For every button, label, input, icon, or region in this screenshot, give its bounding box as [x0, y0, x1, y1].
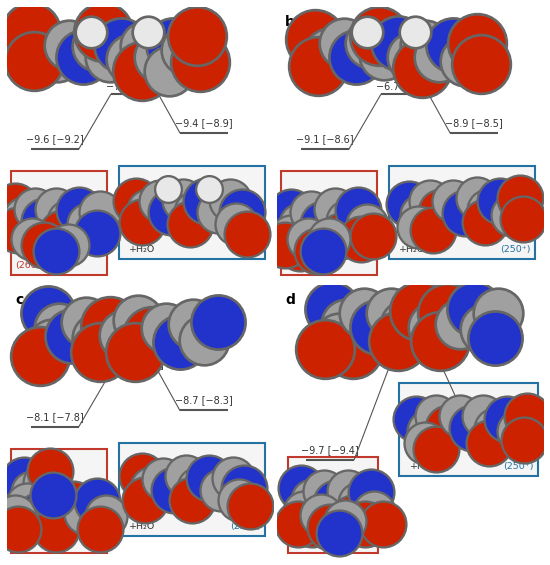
- Text: −9.1 [−8.6]: −9.1 [−8.6]: [296, 134, 354, 144]
- Text: (268⁺): (268⁺): [15, 261, 46, 270]
- Text: b: b: [285, 15, 295, 29]
- Text: −6.7 [−6.5]: −6.7 [−6.5]: [376, 81, 434, 91]
- Bar: [119, 166, 265, 259]
- Text: (250⁺): (250⁺): [503, 462, 534, 471]
- Text: (268⁺): (268⁺): [285, 261, 316, 270]
- Text: +H₂O: +H₂O: [399, 245, 426, 254]
- Bar: [11, 171, 107, 275]
- Text: (250⁺): (250⁺): [230, 522, 261, 531]
- Bar: [11, 449, 107, 553]
- Text: −8.7 [−8.3]: −8.7 [−8.3]: [175, 396, 233, 406]
- Text: −8.0 [−7.6]: −8.0 [−7.6]: [455, 393, 513, 403]
- Text: a: a: [15, 15, 24, 29]
- Text: −5.5 [−5.3]: −5.5 [−5.3]: [387, 348, 444, 358]
- Bar: [399, 383, 538, 476]
- Text: (268⁺): (268⁺): [292, 538, 322, 547]
- Text: −8.9 [−8.5]: −8.9 [−8.5]: [445, 118, 503, 128]
- Text: −6.5 [−6.3]: −6.5 [−6.3]: [106, 359, 163, 369]
- Text: +H₂O: +H₂O: [410, 462, 436, 471]
- Text: c: c: [15, 293, 23, 307]
- Text: −7.1 [−6.9]: −7.1 [−6.9]: [106, 81, 163, 91]
- Bar: [288, 457, 378, 553]
- Text: +H₂O: +H₂O: [129, 245, 156, 254]
- Text: +H₂O: +H₂O: [129, 522, 156, 531]
- Text: −9.7 [−9.4]: −9.7 [−9.4]: [301, 445, 359, 455]
- Text: −9.4 [−8.9]: −9.4 [−8.9]: [175, 118, 233, 128]
- Text: d: d: [285, 293, 295, 307]
- Bar: [389, 166, 535, 259]
- Text: −9.6 [−9.2]: −9.6 [−9.2]: [26, 134, 84, 144]
- Text: (250⁺): (250⁺): [230, 245, 261, 254]
- Text: (250⁺): (250⁺): [500, 245, 531, 254]
- Text: −8.1 [−7.8]: −8.1 [−7.8]: [26, 412, 84, 422]
- Bar: [119, 443, 265, 536]
- Text: (268⁺): (268⁺): [15, 538, 46, 547]
- Bar: [281, 171, 377, 275]
